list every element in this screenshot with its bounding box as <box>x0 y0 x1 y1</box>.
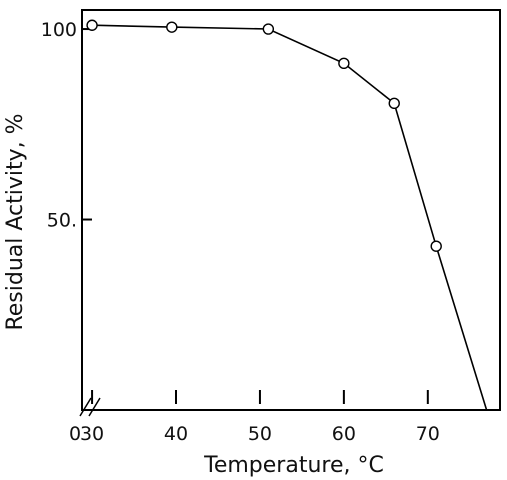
y-ticks: 50. 100 <box>41 19 92 232</box>
x-tick-label: 60 <box>332 423 356 445</box>
y-axis-label: Residual Activity, % <box>3 113 28 330</box>
series-line <box>92 24 488 411</box>
x-tick-label: 50 <box>248 423 272 445</box>
y-tick-label: 50. <box>47 210 77 232</box>
plot-frame <box>81 9 501 411</box>
data-point <box>430 240 442 252</box>
axis-break-mark-right <box>88 397 101 417</box>
x-axis-zero-label: 0 <box>69 423 81 445</box>
series-layer <box>86 19 488 411</box>
x-tick-label: 70 <box>416 423 440 445</box>
data-point <box>86 19 98 31</box>
x-tick-label: 40 <box>164 423 188 445</box>
axis-break-mark-left <box>79 397 92 417</box>
x-ticks: 30 40 50 60 70 <box>80 390 440 445</box>
x-tick-label: 30 <box>80 423 104 445</box>
data-point <box>166 21 178 33</box>
data-point <box>388 97 400 110</box>
data-point <box>338 57 350 70</box>
x-axis-label: Temperature, °C <box>203 453 384 478</box>
y-tick-label: 100 <box>41 19 77 41</box>
data-point <box>262 23 275 35</box>
